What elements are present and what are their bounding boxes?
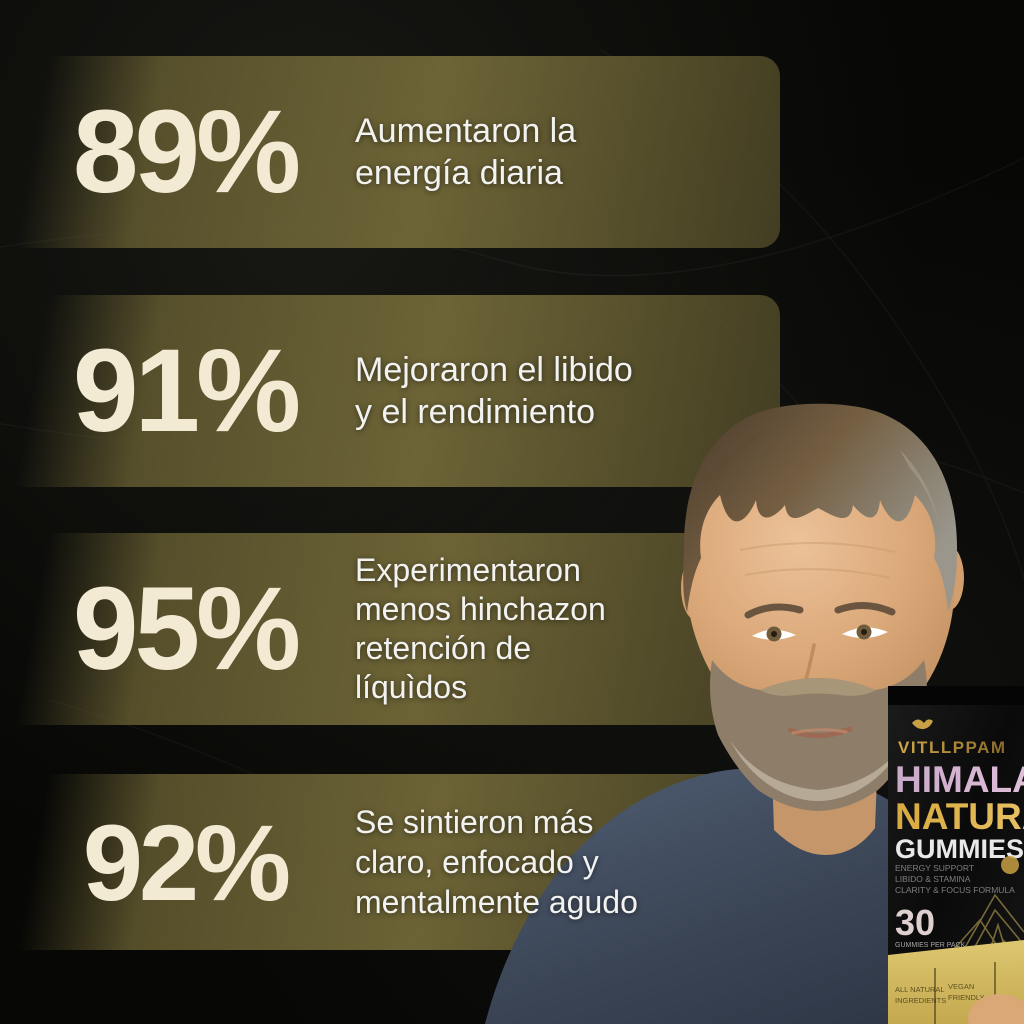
svg-text:VITLLPPAM: VITLLPPAM xyxy=(898,738,1007,757)
svg-text:HIMALAYA: HIMALAYA xyxy=(895,759,1024,800)
svg-text:CLARITY & FOCUS FORMULA: CLARITY & FOCUS FORMULA xyxy=(895,885,1015,895)
svg-text:30: 30 xyxy=(895,902,935,943)
svg-text:INGREDIENTS: INGREDIENTS xyxy=(895,996,946,1005)
svg-text:LIBIDO & STAMINA: LIBIDO & STAMINA xyxy=(895,874,971,884)
svg-text:ALL NATURAL: ALL NATURAL xyxy=(895,985,945,994)
svg-text:VEGAN: VEGAN xyxy=(948,982,974,991)
svg-text:NATURAL S: NATURAL S xyxy=(895,796,1024,837)
svg-text:ENERGY SUPPORT: ENERGY SUPPORT xyxy=(895,863,974,873)
